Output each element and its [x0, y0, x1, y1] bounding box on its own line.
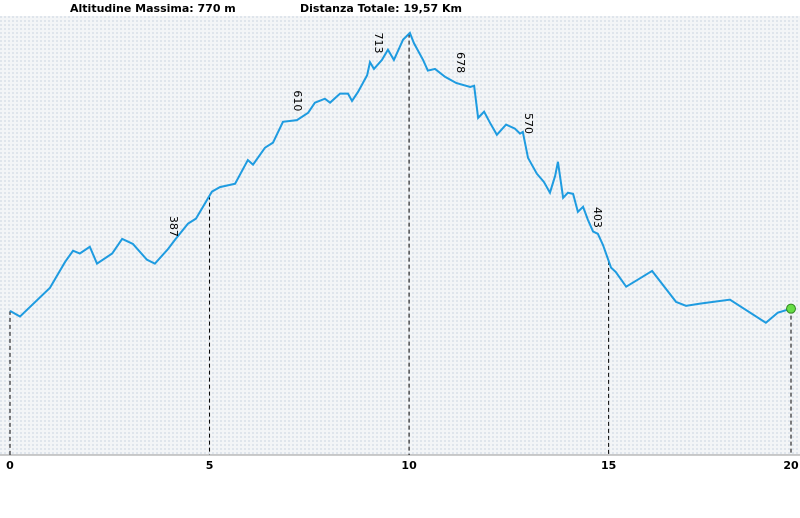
x-tick-label: 15 [601, 459, 616, 472]
elevation-line [9, 31, 792, 324]
elevation-label: 610 [291, 90, 304, 111]
elevation-label: 713 [372, 32, 385, 53]
total-distance: Distanza Totale: 19,57 Km [300, 2, 462, 15]
plot-background [0, 16, 800, 455]
elevation-label: 678 [454, 52, 467, 73]
x-tick-label: 5 [206, 459, 214, 472]
max-altitude: Altitudine Massima: 770 m [70, 2, 236, 15]
x-tick-label: 10 [401, 459, 417, 472]
x-tick-label: 20 [783, 459, 799, 472]
x-tick-label: 0 [6, 459, 14, 472]
end-point [786, 303, 796, 314]
elevation-label: 387 [167, 216, 180, 237]
elevation-label: 403 [591, 207, 604, 228]
elevation-label: 570 [522, 113, 535, 134]
